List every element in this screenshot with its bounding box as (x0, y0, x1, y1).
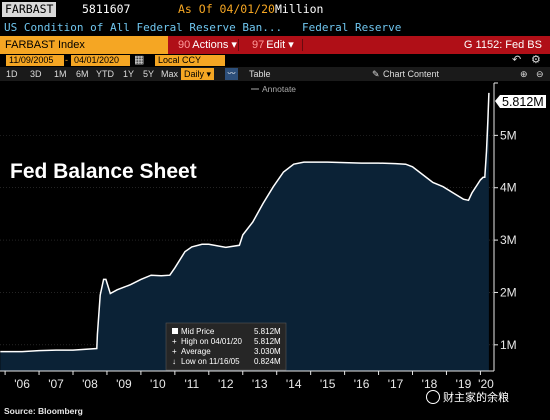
security-description: US Condition of All Federal Reserve Ban.… (4, 21, 283, 34)
range-3d-button[interactable]: 3D (30, 69, 42, 79)
x-tick-label: '06 (14, 377, 30, 391)
chart-content-button[interactable]: Chart Content (383, 69, 440, 79)
x-axis-ticks: '06 '07 '08 '09 '10 '11 '12 '13 '14 '15 '16 '17 '18 '… (4, 371, 494, 391)
as-of-date: As Of 04/01/20 (178, 2, 275, 16)
range-ytd-button[interactable]: YTD (96, 69, 114, 79)
end-date-input[interactable]: 04/01/2020 (71, 55, 130, 66)
frequency-select[interactable]: Daily ▾ (181, 68, 215, 80)
legend-high-label: High on 04/01/20 (181, 337, 242, 346)
series-area-fill (0, 92, 489, 372)
y-tick-label: 4M (500, 181, 517, 195)
x-tick-label: '10 (150, 377, 166, 391)
currency-select[interactable]: Local CCY (155, 55, 225, 66)
range-6m-button[interactable]: 6M (76, 69, 89, 79)
x-tick-label: '09 (116, 377, 132, 391)
edit-menu-button[interactable]: 97 Edit ▾ (248, 36, 298, 54)
zoom-in-icon[interactable]: ⊕ (520, 69, 528, 79)
x-tick-label: '17 (388, 377, 404, 391)
range-1m-button[interactable]: 1M (54, 69, 67, 79)
series-line[interactable] (0, 92, 490, 353)
last-value-box (495, 95, 546, 108)
toolbar-divider (302, 39, 303, 51)
range-max-button[interactable]: Max (161, 69, 179, 79)
legend-background (165, 322, 287, 371)
chart-title: Fed Balance Sheet (10, 160, 197, 183)
data-source-name: Federal Reserve (302, 21, 402, 34)
x-tick-label: '20 (478, 377, 494, 391)
watermark-text: 财主家的余粮 (443, 392, 509, 404)
y-axis-ticks: 1M 2M 3M 4M 5M (494, 82, 517, 352)
undo-icon[interactable]: ↶ (512, 54, 522, 66)
calendar-icon[interactable]: ▦ (134, 54, 145, 66)
legend-series-value: 5.812M (254, 327, 281, 336)
legend-low-value: 0.824M (254, 357, 281, 366)
range-1y-button[interactable]: 1Y (123, 69, 135, 79)
table-view-button[interactable]: Table (249, 69, 271, 79)
legend-swatch (172, 328, 178, 334)
range-selector-bar: 1D 3D 1M 6M YTD 1Y 5Y Max Daily ▾ 〰 Tabl… (0, 67, 550, 81)
settings-gear-icon[interactable]: ⚙ (531, 54, 541, 66)
edit-menu-number: 97 (252, 39, 265, 51)
x-tick-label: '08 (82, 377, 98, 391)
y-tick-label: 3M (500, 233, 517, 247)
actions-menu-button[interactable]: 90 Actions ▾ (174, 36, 241, 54)
line-chart-icon[interactable]: 〰 (225, 68, 238, 80)
x-tick-label: '16 (354, 377, 370, 391)
legend-high-arrow: + (172, 337, 177, 346)
actions-menu-label: Actions ▾ (192, 39, 237, 51)
legend-average-label: Average (181, 347, 211, 356)
y-tick-label: 1M (500, 338, 517, 352)
balance-sheet-chart[interactable]: 1M 2M 3M 4M 5M '06 '07 '08 '09 '10 '11 '12 '13 '14 '1… (0, 81, 550, 406)
range-1d-button[interactable]: 1D (6, 69, 18, 79)
x-tick-label: '15 (320, 377, 336, 391)
start-date-input[interactable]: 11/09/2005 (6, 55, 64, 66)
action-bar: 90 Actions ▾ 97 Edit ▾ G 1152: Fed BS (168, 36, 550, 54)
last-value-marker: 5.812M (495, 95, 546, 109)
units-label: Million (275, 2, 324, 16)
x-tick-label: '18 (422, 377, 438, 391)
command-toolbar: FARBAST Index 90 Actions ▾ 97 Edit ▾ G 115… (0, 36, 550, 54)
last-price-value: 5811607 (82, 2, 131, 16)
ticker-field[interactable]: FARBAST (2, 2, 57, 17)
chart-type-icon[interactable]: ✎ (372, 69, 380, 79)
y-tick-label: 5M (500, 128, 517, 142)
security-input[interactable]: FARBAST Index (0, 36, 168, 54)
graph-name: G 1152: Fed BS (463, 39, 542, 51)
x-tick-label: '13 (252, 377, 268, 391)
source-note: Source: Bloomberg (4, 406, 83, 416)
x-tick-label: '12 (218, 377, 234, 391)
annotate-label: Annotate (262, 84, 296, 94)
legend-low-marker: ↓ (172, 357, 176, 366)
description-bar: US Condition of All Federal Reserve Ban.… (0, 19, 550, 36)
legend-low-label: Low on 11/16/05 (181, 357, 240, 366)
x-tick-label: '14 (286, 377, 302, 391)
legend-average-value: 3.030M (254, 347, 281, 356)
date-separator: - (65, 55, 68, 65)
legend-box: Mid Price 5.812M + High on 04/01/20 5.81… (165, 322, 287, 371)
y-tick-label: 2M (500, 285, 517, 299)
x-tick-label: '19 (456, 377, 472, 391)
wechat-icon (426, 390, 440, 404)
watermark: 财主家的余粮 (426, 389, 509, 405)
annotate-button[interactable]: Annotate (251, 84, 296, 94)
last-value-label: 5.812M (502, 95, 544, 109)
security-header-bar: FARBAST 5811607 As Of 04/01/20 Million (0, 0, 550, 19)
toolbar-divider (238, 39, 239, 51)
legend-series-name: Mid Price (181, 327, 215, 336)
edit-menu-label: Edit ▾ (266, 39, 294, 51)
x-tick-label: '07 (48, 377, 64, 391)
legend-average-marker: + (172, 347, 177, 356)
date-range-bar: 11/09/2005 - 04/01/2020 ▦ Local CCY ↶ ⚙ (0, 54, 550, 67)
legend-high-value: 5.812M (254, 337, 281, 346)
range-5y-button[interactable]: 5Y (143, 69, 155, 79)
zoom-out-icon[interactable]: ⊖ (536, 69, 544, 79)
x-tick-label: '11 (184, 377, 199, 391)
actions-menu-number: 90 (178, 39, 191, 51)
